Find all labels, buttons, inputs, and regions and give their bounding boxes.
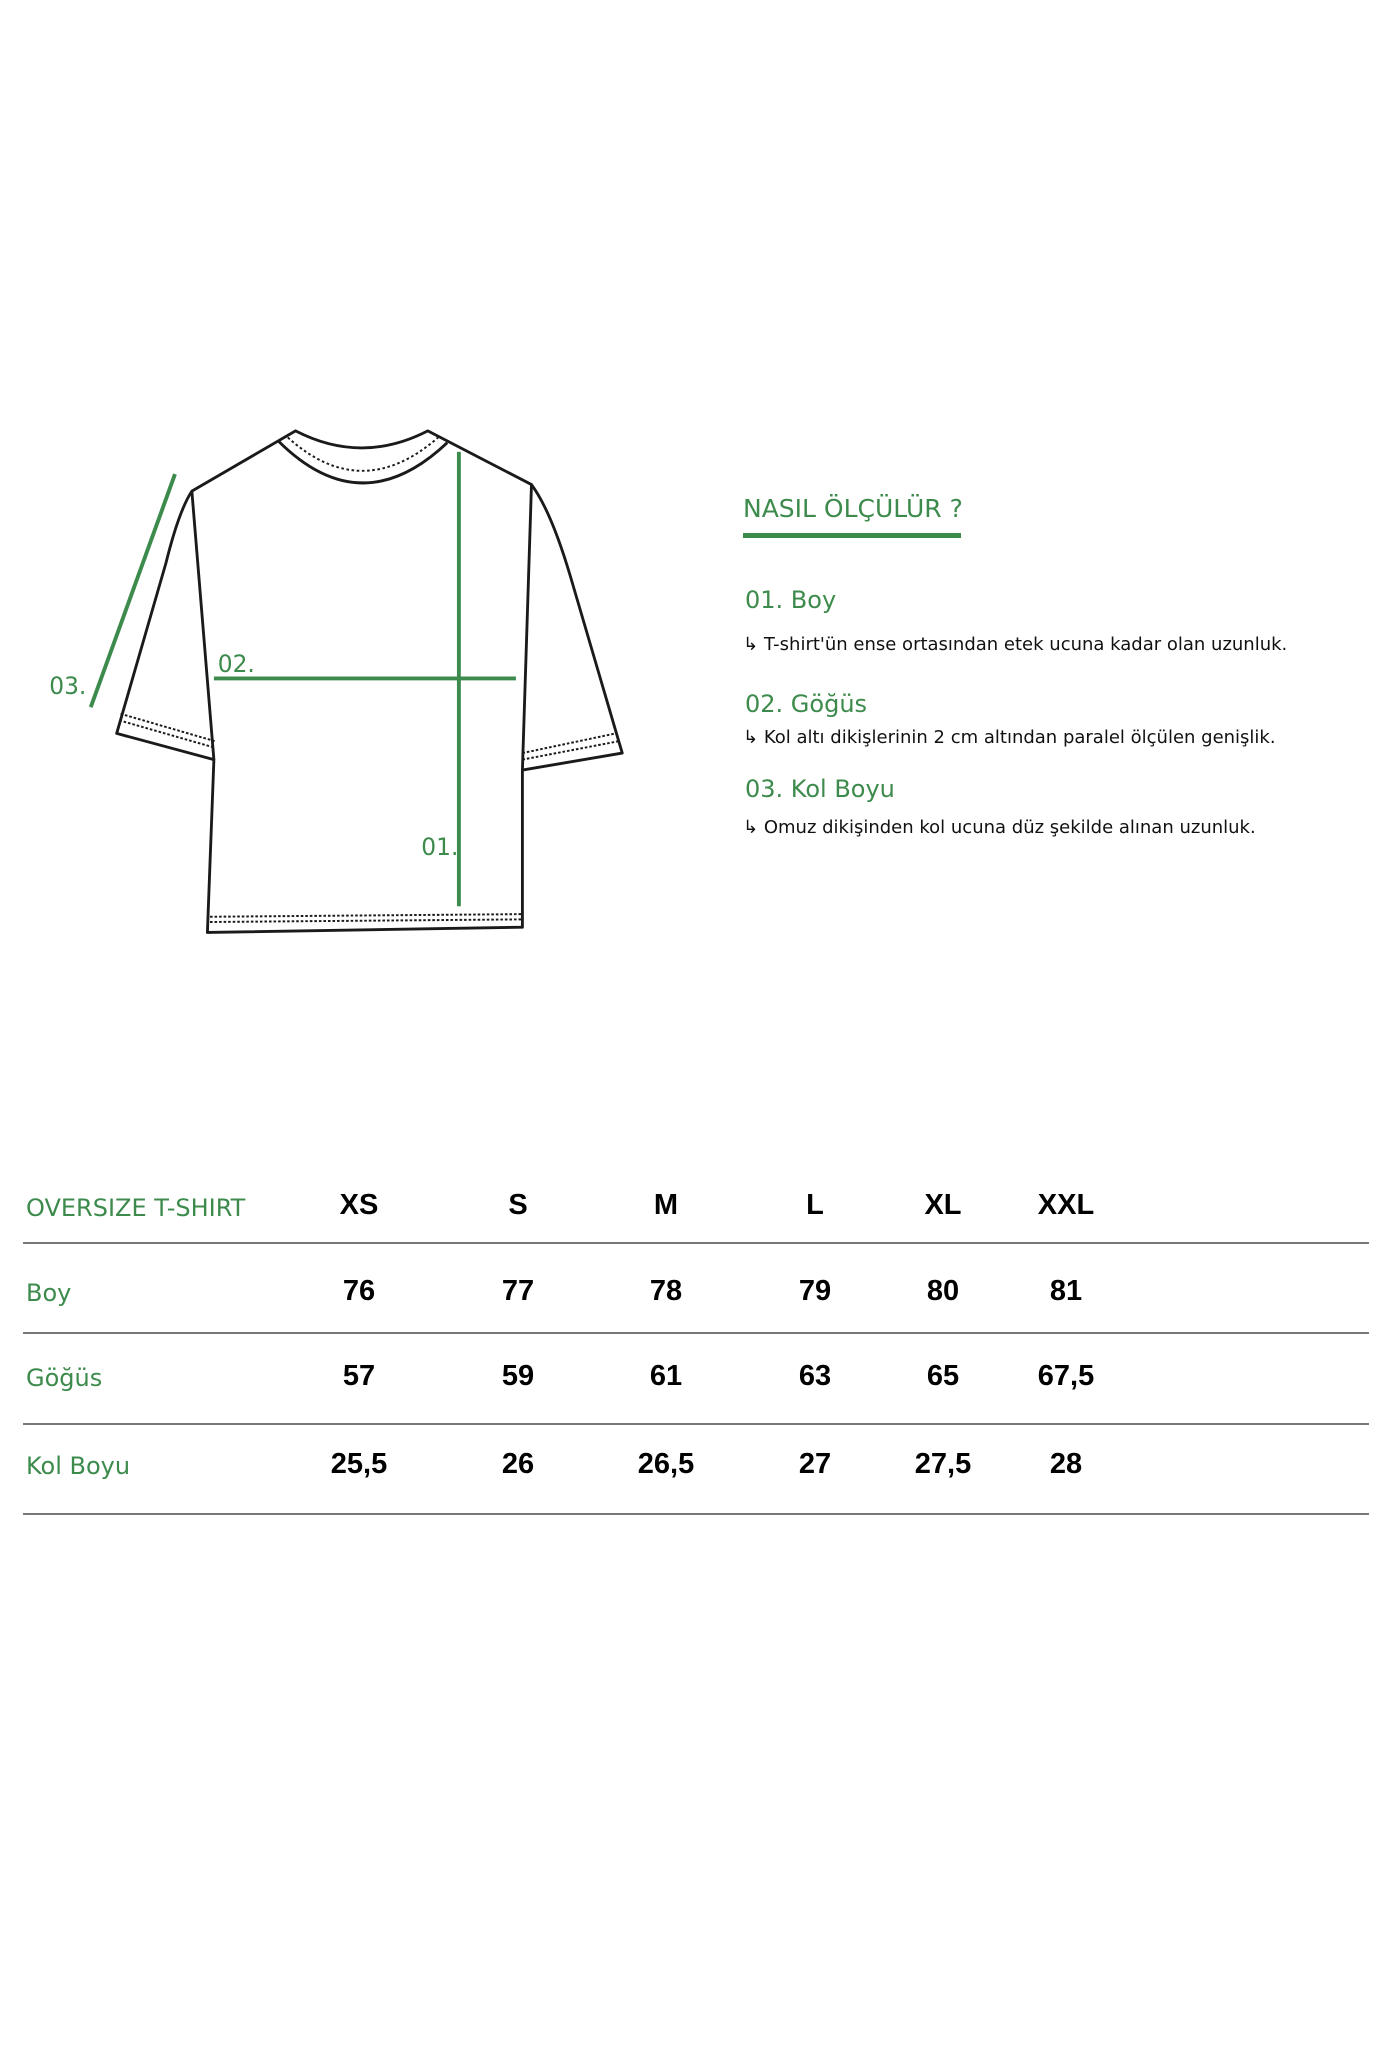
size-header: L [806, 1189, 824, 1221]
tshirt-outline [115, 429, 624, 934]
guide-title: NASIL ÖLÇÜLÜR ? [743, 494, 963, 523]
guide-item-desc: ↳ T-shirt'ün ense ortasından etek ucuna … [743, 634, 1287, 655]
table-cell: 27,5 [914, 1448, 972, 1480]
divider [23, 1513, 1369, 1515]
label-03: 03. [49, 672, 86, 700]
table-cell: 25,5 [330, 1448, 388, 1480]
size-header: M [653, 1189, 679, 1221]
left-sleeve-hem [120, 712, 216, 743]
size-header: XXL [1037, 1189, 1095, 1221]
size-header: S [508, 1189, 528, 1221]
guide-item-desc: ↳ Kol altı dikişlerinin 2 cm altından pa… [743, 727, 1276, 748]
row-label: Kol Boyu [26, 1452, 131, 1480]
divider [23, 1332, 1369, 1334]
collar-stitching [287, 436, 439, 472]
table-cell: 63 [798, 1360, 832, 1392]
size-header: XL [924, 1189, 962, 1221]
bottom-hem-stitching [209, 918, 522, 923]
arrow-icon: ↳ [743, 817, 759, 838]
guide-item-desc: ↳ Omuz dikişinden kol ucuna düz şekilde … [743, 817, 1256, 838]
desc-text: Kol altı dikişlerinin 2 cm altından para… [763, 727, 1276, 748]
row-label: Göğüs [26, 1364, 103, 1392]
table-cell: 65 [926, 1360, 960, 1392]
divider [23, 1423, 1369, 1425]
table-cell: 79 [798, 1275, 832, 1307]
table-cell: 28 [1049, 1448, 1083, 1480]
desc-text: Omuz dikişinden kol ucuna düz şekilde al… [763, 817, 1256, 838]
table-cell: 57 [342, 1360, 376, 1392]
guide-item-title: 02. Göğüs [745, 690, 868, 718]
right-sleeve-hem [522, 732, 616, 755]
table-cell: 61 [649, 1360, 683, 1392]
arrow-icon: ↳ [743, 727, 759, 748]
table-cell: 26,5 [637, 1448, 695, 1480]
label-01: 01. [421, 833, 458, 861]
guide-item-title: 01. Boy [745, 586, 837, 614]
table-cell: 67,5 [1037, 1360, 1095, 1392]
table-cell: 78 [649, 1275, 683, 1307]
table-cell: 27 [798, 1448, 832, 1480]
desc-text: T-shirt'ün ense ortasından etek ucuna ka… [763, 634, 1288, 655]
guide-item-title: 03. Kol Boyu [745, 775, 895, 803]
table-cell: 26 [501, 1448, 535, 1480]
size-header: XS [339, 1189, 379, 1221]
table-cell: 76 [342, 1275, 376, 1307]
row-label: Boy [26, 1279, 72, 1307]
table-cell: 59 [501, 1360, 535, 1392]
guide-title-underline [743, 533, 961, 538]
armhole-seams [190, 484, 533, 771]
table-cell: 81 [1049, 1275, 1083, 1307]
divider [23, 1242, 1369, 1244]
table-title: OVERSIZE T-SHIRT [26, 1194, 246, 1222]
bottom-hem [209, 913, 522, 918]
table-cell: 77 [501, 1275, 535, 1307]
left-sleeve-hem-stitching [118, 719, 216, 749]
collar [277, 440, 449, 485]
table-cell: 80 [926, 1275, 960, 1307]
arrow-icon: ↳ [743, 634, 759, 655]
sleeve-measure-line [88, 473, 177, 708]
label-02: 02. [218, 650, 255, 678]
